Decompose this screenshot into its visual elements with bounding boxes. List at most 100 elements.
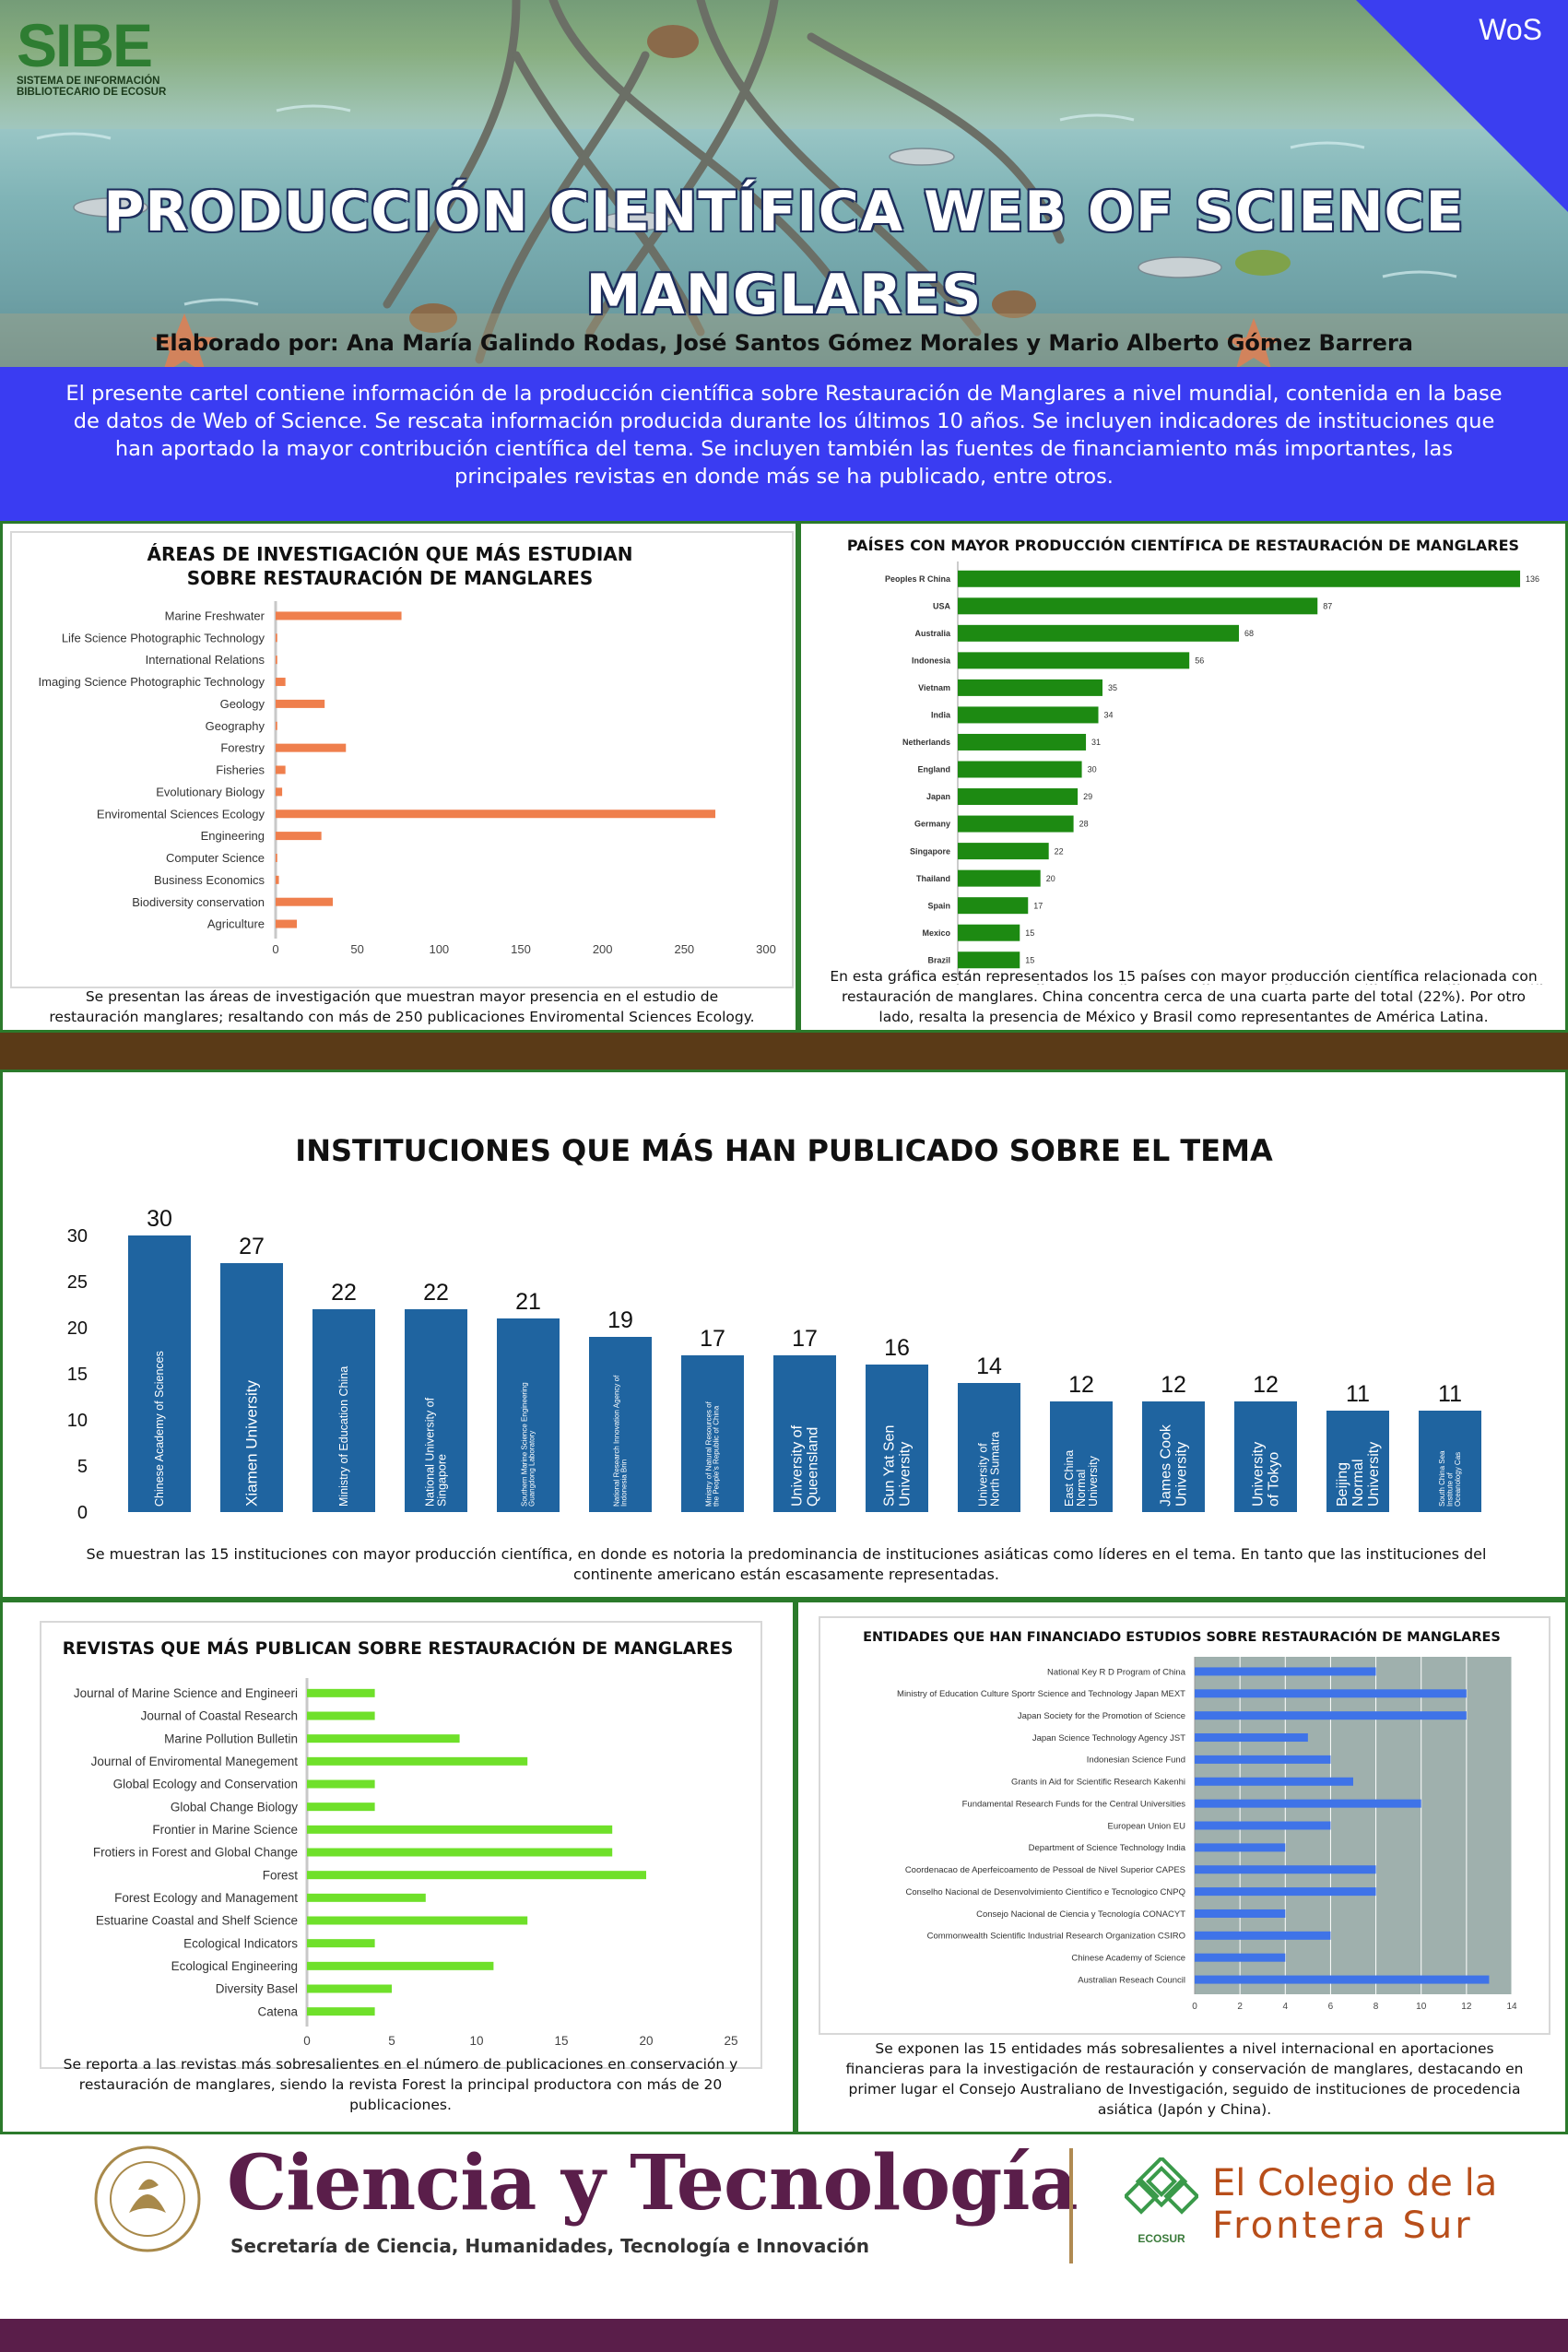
tick-label: 0 — [77, 1503, 88, 1523]
bar — [1419, 1411, 1481, 1512]
bar — [1195, 1755, 1331, 1764]
bar — [276, 810, 716, 819]
category-label: Indonesian Science Fund — [1087, 1755, 1185, 1766]
bar — [276, 875, 279, 884]
colegio-line1: El Colegio de la — [1212, 2162, 1498, 2204]
tick-label: 5 — [388, 2034, 395, 2048]
category-label: Japan — [926, 792, 950, 801]
tick-label: 20 — [1036, 983, 1045, 985]
ecosur-logo-icon: ECOSUR — [1123, 2155, 1200, 2250]
bar — [276, 633, 277, 643]
value-label: 11 — [1438, 1381, 1462, 1407]
value-label: 22 — [331, 1280, 357, 1306]
category-label: Biodiversity conservation — [132, 895, 265, 909]
page-subtitle: MANGLARES — [585, 263, 983, 327]
sibe-logo: SIBE SISTEMA DE INFORMACIÓN BIBLIOTECARI… — [17, 11, 167, 98]
bar — [958, 652, 1190, 669]
category-label: Grants in Aid for Scientific Research Ka… — [1011, 1778, 1185, 1788]
journals-note: Se reporta a las revistas más sobresalie… — [63, 2056, 738, 2113]
category-label: South China SeaInstitute ofOceanology Ca… — [1438, 1450, 1462, 1507]
bar — [307, 1756, 528, 1766]
bar — [958, 597, 1318, 615]
tick-label: 5 — [77, 1457, 88, 1477]
countries-note: En esta gráfica están representados los … — [830, 968, 1538, 1025]
value-label: 17 — [1033, 901, 1043, 910]
bar — [1326, 1411, 1389, 1512]
bar — [1195, 1799, 1421, 1808]
category-label: Australian Reseach Council — [1078, 1975, 1185, 1985]
category-label: Peoples R China — [885, 574, 951, 584]
value-label: 17 — [792, 1326, 818, 1352]
funding-panel: ENTIDADES QUE HAN FINANCIADO ESTUDIOS SO… — [796, 1600, 1568, 2134]
tick-label: 100 — [429, 942, 449, 956]
institutions-chart-title: INSTITUCIONES QUE MÁS HAN PUBLICADO SOBR… — [295, 1133, 1273, 1168]
category-label: Australia — [914, 629, 951, 638]
areas-panel: ÁREAS DE INVESTIGACIÓN QUE MÁS ESTUDIAN … — [0, 521, 798, 1033]
category-label: Journal of Enviromental Manegement — [91, 1755, 299, 1768]
journals-chart-frame — [40, 1621, 762, 2069]
value-label: 15 — [1025, 928, 1034, 938]
value-label: 27 — [239, 1234, 265, 1259]
tick-label: 250 — [674, 942, 694, 956]
category-label: Brazil — [927, 955, 950, 964]
category-label: Netherlands — [902, 738, 950, 747]
value-label: 22 — [1055, 846, 1064, 856]
tick-label: 8 — [1373, 2002, 1379, 2012]
bar — [276, 919, 298, 928]
colegio-logo: El Colegio de la Frontera Sur — [1212, 2162, 1497, 2247]
tick-label: 10 — [67, 1411, 88, 1431]
bar — [128, 1235, 191, 1512]
tick-label: 10 — [469, 2034, 483, 2048]
category-label: Marine Freshwater — [165, 609, 265, 622]
tick-label: 0 — [272, 942, 278, 956]
bar — [958, 924, 1020, 941]
category-label: USA — [933, 601, 951, 610]
ciencia-tecnologia-logo: Ciencia y Tecnología — [227, 2139, 1079, 2228]
authors-line: Elaborado por: Ana María Galindo Rodas, … — [155, 330, 1413, 356]
green-fish-icon — [1235, 250, 1291, 276]
category-label: Japan Science Technology Agency JST — [1032, 1733, 1185, 1743]
bar — [958, 897, 1029, 915]
tick-label: 150 — [511, 942, 531, 956]
category-label: Computer Science — [166, 851, 265, 865]
bar — [1195, 1865, 1376, 1874]
tick-label: 0 — [303, 2034, 311, 2048]
category-label: Catena — [257, 2004, 298, 2018]
countries-panel: PAÍSES CON MAYOR PRODUCCIÓN CIENTÍFICA D… — [798, 521, 1568, 1033]
bar — [497, 1318, 560, 1512]
bar — [958, 788, 1079, 806]
tick-label: 200 — [593, 942, 613, 956]
category-label: Ministry of Education Culture Sportr Sci… — [897, 1689, 1185, 1699]
tick-label: 30 — [67, 1226, 88, 1247]
bar — [958, 1383, 1020, 1512]
category-label: Chinese Academy of Science — [1071, 1954, 1185, 1964]
tick-label: 4 — [1283, 2002, 1289, 2012]
institutions-panel: INSTITUCIONES QUE MÁS HAN PUBLICADO SOBR… — [0, 1070, 1568, 1600]
category-label: Sun Yat SenUniversity — [882, 1425, 914, 1507]
corner-ribbon — [1356, 0, 1568, 212]
category-label: Conselho Nacional de Desenvolvimiento Ci… — [906, 1887, 1185, 1897]
category-label: Global Change Biology — [171, 1800, 298, 1814]
svg-text:ECOSUR: ECOSUR — [1138, 2232, 1185, 2245]
value-label: 30 — [147, 1206, 172, 1232]
tick-label: 60 — [1201, 983, 1210, 985]
category-label: Mexico — [922, 928, 950, 938]
value-label: 30 — [1088, 765, 1097, 774]
intro-text: El presente cartel contiene información … — [0, 367, 1568, 520]
bar — [958, 815, 1074, 833]
bar — [958, 624, 1240, 642]
category-label: Department of Science Technology India — [1029, 1843, 1186, 1853]
category-label: Commonwealth Scientific Industrial Resea… — [927, 1932, 1185, 1942]
bar — [276, 678, 286, 687]
category-label: Journal of Coastal Research — [141, 1709, 298, 1723]
category-label: Geology — [220, 697, 265, 711]
tick-label: 80 — [1284, 983, 1293, 985]
bar — [958, 869, 1041, 887]
institutions-chart: 0 5 10 15 20 25 30 30 Chinese Academy of Science… — [67, 1206, 1481, 1523]
category-label: Imaging Science Photographic Technology — [39, 675, 265, 689]
bar — [958, 706, 1099, 724]
category-label: Ministry of Education China — [337, 1366, 350, 1507]
category-label: Ministry of Natural Resources ofthe Peop… — [704, 1401, 720, 1507]
bar — [307, 1711, 375, 1720]
bar — [276, 787, 283, 797]
